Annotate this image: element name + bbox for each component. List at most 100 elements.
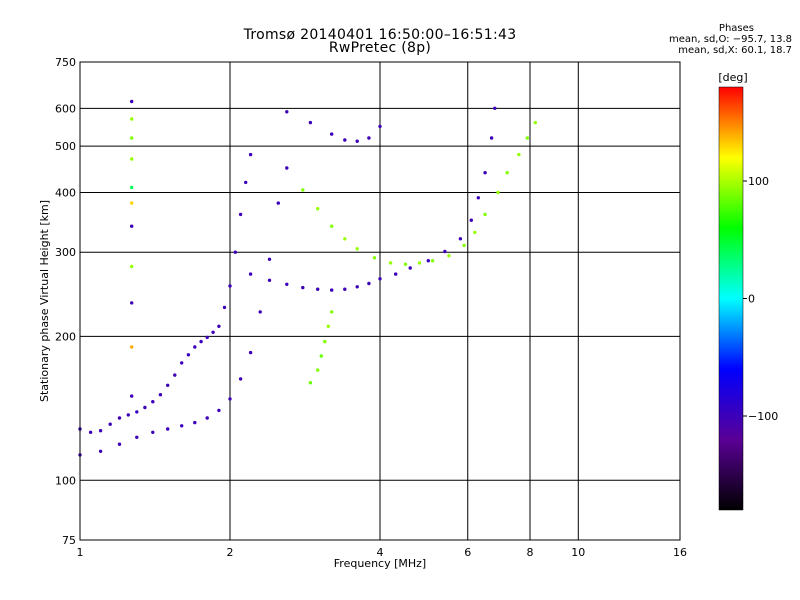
echo-point (98, 429, 103, 433)
grid-layer (80, 62, 680, 540)
echo-point (355, 139, 359, 143)
echo-point (151, 430, 155, 434)
echo-point (489, 136, 494, 140)
echo-point (180, 424, 184, 428)
echo-point (158, 393, 163, 397)
echo-point (267, 278, 272, 282)
echo-point (130, 99, 134, 104)
echo-point (205, 416, 209, 420)
echo-point (525, 136, 529, 140)
echo-point (130, 301, 134, 305)
chart-title: Tromsø 20140401 16:50:00–16:51:43 (243, 27, 517, 43)
echo-point (244, 180, 248, 185)
echo-point (228, 284, 232, 288)
echo-point (330, 224, 334, 228)
phase-stats-heading: Phases (718, 23, 754, 34)
echo-point (130, 117, 134, 121)
phase-stats-x-mode: mean, sd,X: 60.1, 18.7 (678, 45, 792, 56)
echo-point (430, 259, 435, 263)
echo-point (130, 201, 134, 205)
echo-point (248, 272, 253, 276)
echo-point (493, 106, 497, 111)
echo-point (186, 353, 191, 357)
x-tick-label: 10 (571, 546, 585, 559)
echo-point (285, 282, 289, 286)
echo-point (193, 420, 197, 425)
colorbar-tick-label: 0 (748, 293, 755, 306)
echo-point (199, 339, 203, 344)
echo-point (417, 261, 422, 265)
echo-point (228, 397, 232, 401)
y-axis-label: Stationary phase Virtual Height [km] (38, 200, 51, 402)
echo-point (343, 237, 347, 241)
echo-point (173, 373, 177, 377)
echo-point (394, 272, 398, 276)
echo-point (355, 247, 359, 251)
echo-point (367, 136, 371, 140)
echo-point (533, 120, 537, 125)
echo-point (372, 256, 377, 260)
echo-point (238, 212, 243, 217)
echo-point (462, 243, 466, 248)
colorbar-tick-label: −100 (748, 410, 778, 423)
echo-point (301, 188, 305, 192)
y-tick-label: 750 (55, 56, 76, 69)
x-tick-label: 16 (673, 546, 687, 559)
chart-subtitle: RwPretec (8p) (328, 40, 432, 56)
echo-point (330, 288, 334, 292)
echo-point (233, 250, 237, 254)
echo-point (285, 110, 289, 114)
echo-point (222, 305, 227, 310)
y-tick-label: 75 (62, 534, 76, 547)
echo-point (426, 259, 430, 263)
echo-point (248, 350, 253, 355)
echo-point (316, 287, 320, 291)
echo-point (355, 285, 359, 289)
echo-point (343, 287, 347, 291)
echo-point (130, 224, 134, 228)
colorbar-unit-label: [deg] (718, 71, 747, 84)
echo-point (135, 410, 139, 414)
echo-point (117, 442, 122, 446)
echo-point (447, 254, 451, 258)
echo-point (496, 190, 500, 195)
echo-point (505, 171, 509, 175)
echo-point (316, 207, 320, 211)
phase-stats-o-mode: mean, sd,O: −95.7, 13.8 (669, 34, 792, 45)
data-points (78, 99, 537, 457)
x-tick-label: 2 (227, 546, 234, 559)
echo-point (166, 383, 170, 387)
echo-point (469, 218, 473, 222)
echo-point (130, 157, 134, 161)
echo-point (248, 152, 253, 157)
echo-point (343, 138, 347, 142)
echo-point (367, 281, 371, 286)
y-tick-label: 100 (55, 474, 76, 487)
echo-point (517, 152, 521, 157)
echo-point (330, 310, 334, 314)
echo-point (285, 166, 289, 170)
echo-point (211, 330, 215, 334)
echo-point (476, 196, 480, 200)
phase-stats: Phases mean, sd,O: −95.7, 13.8 mean, sd,… (592, 23, 792, 56)
echo-point (258, 310, 262, 314)
y-tick-label: 400 (55, 186, 76, 199)
x-tick-label: 6 (464, 546, 471, 559)
echo-point (326, 324, 330, 328)
y-tick-label: 200 (55, 330, 76, 343)
echo-point (98, 449, 103, 453)
echo-point (126, 413, 130, 417)
echo-point (238, 377, 243, 381)
echo-point (308, 120, 313, 125)
x-tick-label: 8 (527, 546, 534, 559)
y-tick-label: 600 (55, 102, 76, 115)
echo-point (443, 249, 447, 254)
echo-point (135, 435, 139, 439)
echo-point (458, 237, 463, 241)
echo-point (267, 257, 272, 261)
echo-point (180, 361, 184, 365)
x-tick-label: 1 (77, 546, 84, 559)
echo-point (483, 212, 487, 217)
echo-point (108, 422, 112, 426)
